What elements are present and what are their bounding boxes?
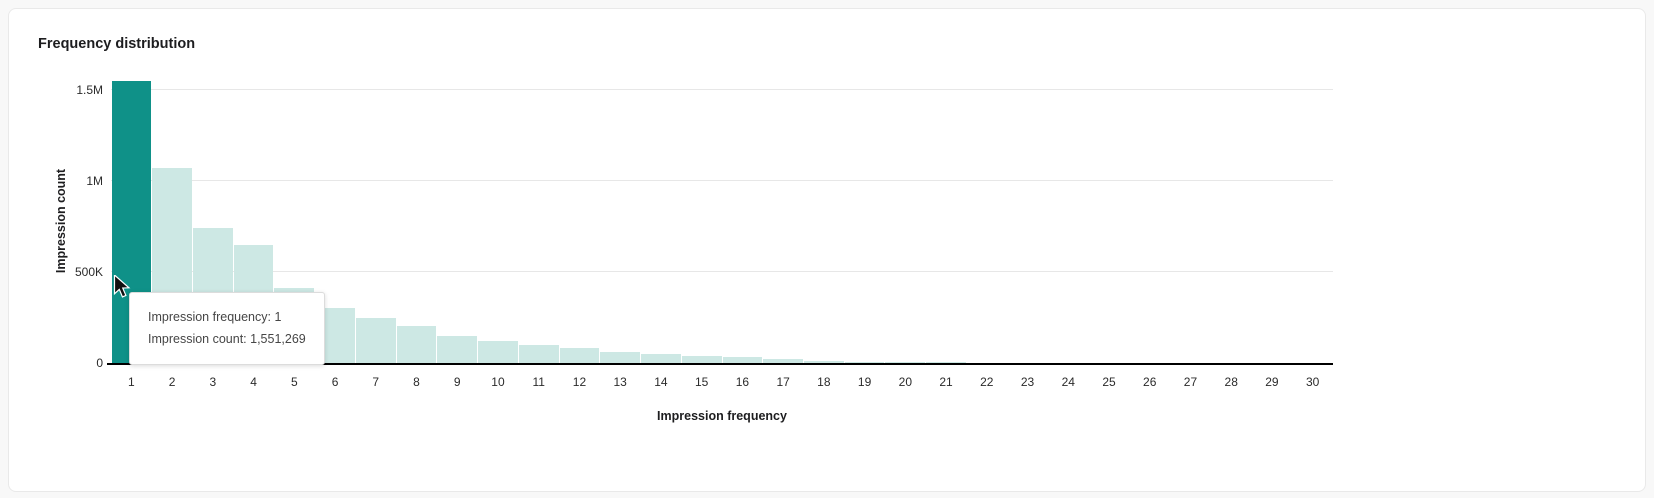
x-tick-label: 12: [572, 375, 587, 389]
x-tick-label: 19: [857, 375, 872, 389]
y-axis-ticks: 0 500K 1M 1.5M: [9, 81, 103, 370]
x-tick-label: 17: [776, 375, 790, 389]
tooltip-line-frequency: Impression frequency: 1: [148, 310, 282, 324]
x-tick-label: 9: [453, 375, 461, 389]
bar-frequency-20[interactable]: [885, 362, 926, 363]
bar-slot: [1129, 81, 1170, 363]
bar-frequency-12[interactable]: [559, 347, 600, 363]
x-tick-label: 11: [532, 375, 545, 389]
x-tick-label: 20: [898, 375, 912, 389]
x-tick-label: 21: [939, 375, 953, 389]
bar-slot: [355, 81, 396, 363]
bar-frequency-13[interactable]: [600, 351, 641, 363]
bar-slot: [681, 81, 722, 363]
bar-slot: [1089, 81, 1130, 363]
gridline: [111, 89, 1333, 91]
bar-slot: [559, 81, 600, 363]
x-tick-label: 1: [128, 375, 135, 389]
x-tick-label: 25: [1102, 375, 1116, 389]
x-axis-title: Impression frequency: [657, 409, 787, 423]
x-tick-label: 6: [331, 375, 339, 389]
bar-frequency-18[interactable]: [803, 360, 844, 363]
x-tick-label: 3: [209, 375, 217, 389]
bar-frequency-19[interactable]: [844, 361, 885, 363]
x-tick-label: 16: [735, 375, 750, 389]
bar-slot: [1048, 81, 1089, 363]
bar-slot: [803, 81, 844, 363]
bar-frequency-17[interactable]: [763, 359, 803, 363]
bar-slot: [1007, 81, 1048, 363]
page-title: Frequency distribution: [38, 36, 196, 52]
bar-slot: [763, 81, 804, 363]
chart-tooltip: Impression frequency: 1 Impression count…: [129, 292, 325, 365]
bar-frequency-9[interactable]: [437, 335, 478, 363]
x-tick-label: 14: [654, 375, 668, 389]
bar-frequency-11[interactable]: [518, 345, 559, 363]
bar-slot: [722, 81, 763, 363]
bar-frequency-21[interactable]: [926, 362, 966, 363]
x-tick-label: 15: [694, 375, 709, 389]
mouse-cursor-icon: [113, 275, 131, 298]
x-tick-label: 22: [980, 375, 994, 389]
bar-slot: [966, 81, 1007, 363]
gridline: [111, 180, 1333, 182]
y-tick-label: 0: [96, 356, 103, 370]
tooltip-line-count: Impression count: 1,551,269: [148, 332, 306, 346]
x-tick-label: 7: [372, 375, 380, 389]
bar-slot: [1211, 81, 1252, 363]
y-tick-label: 500K: [74, 265, 103, 280]
bar-slot: [1170, 81, 1211, 363]
x-tick-label: 8: [413, 375, 420, 389]
bar-slot: [1252, 81, 1293, 363]
bar-frequency-8[interactable]: [396, 325, 437, 363]
x-tick-label: 27: [1183, 375, 1198, 389]
x-axis-line: [107, 363, 1333, 365]
bar-slot: [885, 81, 926, 363]
bar-slot: [641, 81, 682, 363]
x-tick-label: 13: [613, 375, 627, 389]
x-tick-label: 5: [290, 375, 298, 389]
bar-frequency-7[interactable]: [355, 318, 396, 363]
bar-slot: [437, 81, 478, 363]
bar-slot: [396, 81, 437, 363]
bar-frequency-10[interactable]: [478, 340, 518, 363]
bar-frequency-16[interactable]: [722, 357, 763, 363]
x-tick-label: 10: [491, 375, 505, 389]
bar-slot: [518, 81, 559, 363]
bar-slot: [478, 81, 519, 363]
bar-slot: [844, 81, 885, 363]
x-tick-label: 26: [1143, 375, 1157, 389]
x-axis-ticks: 1 2 3 4 5 6 7 8 9 10 11 12 13 14 15 16 17 18 19 20 21 22 23 24 2…: [111, 375, 1333, 389]
y-tick-label: 1M: [86, 174, 103, 189]
gridline: [111, 271, 1333, 273]
frequency-distribution-card: Frequency distribution Impression count …: [8, 8, 1646, 492]
bar-frequency-15[interactable]: [681, 355, 722, 363]
x-tick-label: 23: [1020, 375, 1035, 389]
y-tick-label: 1.5M: [76, 83, 103, 98]
bar-slot: [600, 81, 641, 363]
x-tick-label: 18: [817, 375, 831, 389]
bar-slot: [1292, 81, 1333, 363]
x-tick-label: 24: [1061, 375, 1075, 389]
x-tick-label: 29: [1265, 375, 1279, 389]
x-tick-label: 30: [1305, 375, 1320, 389]
bar-slot: [926, 81, 967, 363]
x-tick-label: 4: [250, 375, 257, 389]
x-tick-label: 28: [1224, 375, 1238, 389]
bar-frequency-14[interactable]: [641, 353, 681, 363]
x-tick-label: 2: [168, 375, 176, 389]
